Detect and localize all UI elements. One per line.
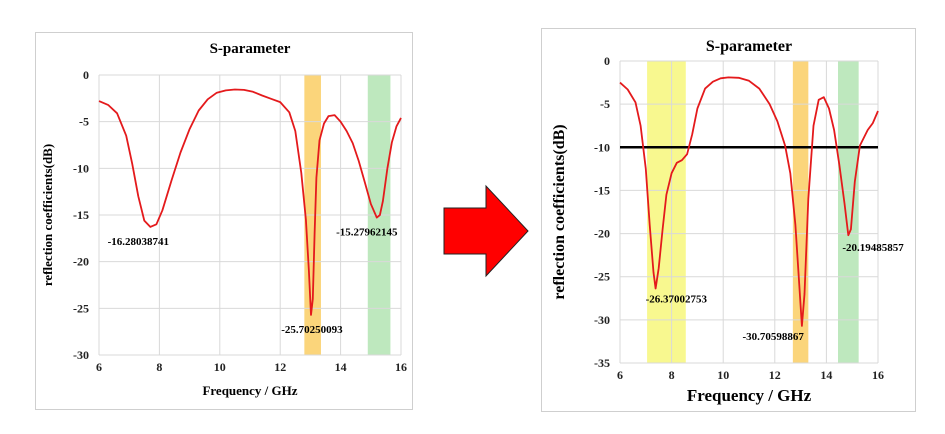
s-parameter-chart-before: 0 -5 -10 -15 -20 -25 -30 6 8 10 12 14 16 -16.28038741… [40,41,407,398]
y-tick-label: 0 [83,68,89,82]
chart-panel-left: 0 -5 -10 -15 -20 -25 -30 6 8 10 12 14 16 -16.28038741… [35,32,413,410]
data-label: -26.37002753 [646,294,708,306]
data-label: -25.70250093 [281,324,343,336]
x-axis-label: Frequency / GHz [687,386,812,405]
y-tick-label: 0 [604,54,610,68]
x-tick-label: 10 [717,368,729,382]
x-tick-label: 10 [214,360,226,374]
y-tick-label: -35 [594,356,610,370]
data-label: -20.19485857 [842,242,904,254]
y-tick-label: -25 [73,301,89,315]
x-axis-label: Frequency / GHz [202,383,297,398]
y-tick-label: -5 [79,115,89,129]
y-tick-label: -15 [73,208,89,222]
y-tick-label: -30 [73,348,89,362]
y-tick-label: -20 [594,227,610,241]
right-arrow-icon [443,184,529,278]
x-tick-label: 12 [769,368,781,382]
x-tick-label: 14 [820,368,832,382]
y-tick-label: -30 [594,313,610,327]
x-tick-label: 6 [617,368,623,382]
chart-panel-right: 0 -5 -10 -15 -20 -25 -30 -35 6 8 10 12 14 16 -26.37002… [541,28,916,412]
highlight-band [838,61,859,363]
y-tick-label: -15 [594,183,610,197]
x-tick-label: 16 [872,368,884,382]
s-parameter-chart-after: 0 -5 -10 -15 -20 -25 -30 -35 6 8 10 12 14 16 -26.37002… [551,38,904,405]
data-label: -15.27962145 [336,227,398,239]
x-tick-label: 8 [156,360,162,374]
y-tick-label: -10 [73,161,89,175]
data-label: -30.70598867 [742,331,804,343]
x-tick-label: 12 [274,360,286,374]
y-tick-label: -20 [73,255,89,269]
chart-title: S-parameter [706,38,792,55]
y-tick-label: -25 [594,270,610,284]
x-tick-label: 6 [96,360,102,374]
series-line [98,88,402,316]
y-tick-label: -10 [594,140,610,154]
y-tick-label: -5 [600,97,610,111]
x-tick-label: 8 [669,368,675,382]
y-axis-label: reflection coefficients(dB) [40,144,55,286]
series-line [619,76,879,327]
y-axis-label: reflection coefficients(dB) [551,124,568,299]
highlight-band [647,61,686,363]
x-tick-label: 14 [335,360,347,374]
x-tick-label: 16 [395,360,407,374]
data-label: -16.28038741 [108,236,169,248]
chart-title: S-parameter [210,41,291,57]
